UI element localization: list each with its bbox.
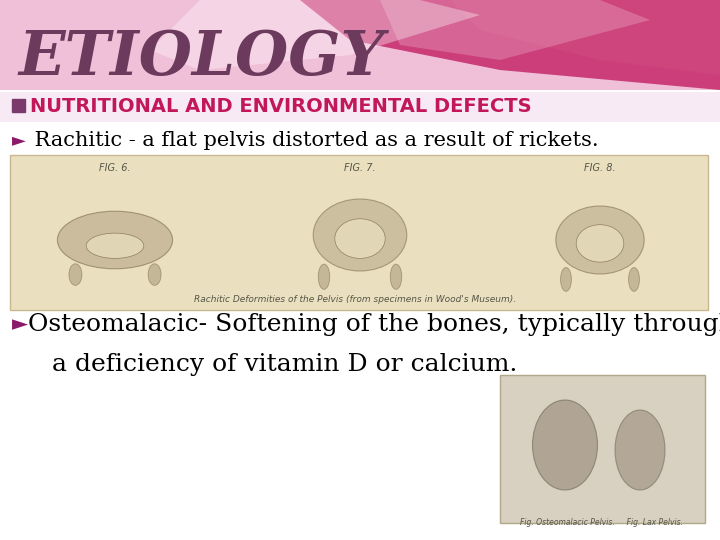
Ellipse shape bbox=[556, 206, 644, 274]
FancyBboxPatch shape bbox=[0, 92, 720, 122]
Text: Fig. Osteomalacic Pelvis.     Fig. Lax Pelvis.: Fig. Osteomalacic Pelvis. Fig. Lax Pelvi… bbox=[521, 518, 683, 527]
Ellipse shape bbox=[148, 264, 161, 285]
FancyBboxPatch shape bbox=[0, 0, 720, 90]
Ellipse shape bbox=[533, 400, 598, 490]
Ellipse shape bbox=[629, 267, 639, 292]
Polygon shape bbox=[150, 0, 480, 70]
Polygon shape bbox=[450, 0, 720, 75]
Text: Rachitic Deformities of the Pelvis (from specimens in Wood's Museum).: Rachitic Deformities of the Pelvis (from… bbox=[194, 295, 516, 304]
Polygon shape bbox=[300, 0, 720, 90]
Text: Rachitic - a flat pelvis distorted as a result of rickets.: Rachitic - a flat pelvis distorted as a … bbox=[28, 131, 598, 150]
Ellipse shape bbox=[615, 410, 665, 490]
Text: FIG. 7.: FIG. 7. bbox=[344, 163, 376, 173]
Text: NUTRITIONAL AND ENVIRONMENTAL DEFECTS: NUTRITIONAL AND ENVIRONMENTAL DEFECTS bbox=[30, 98, 531, 117]
Ellipse shape bbox=[318, 264, 330, 289]
Ellipse shape bbox=[86, 233, 144, 258]
Text: ►: ► bbox=[12, 131, 26, 149]
Ellipse shape bbox=[561, 267, 572, 292]
Text: FIG. 6.: FIG. 6. bbox=[99, 163, 131, 173]
Ellipse shape bbox=[69, 264, 82, 285]
Polygon shape bbox=[380, 0, 650, 60]
Text: ►: ► bbox=[12, 314, 28, 334]
Text: ETIOLOGY: ETIOLOGY bbox=[18, 28, 384, 88]
Ellipse shape bbox=[576, 225, 624, 262]
Text: a deficiency of vitamin D or calcium.: a deficiency of vitamin D or calcium. bbox=[28, 353, 518, 375]
Ellipse shape bbox=[58, 211, 173, 269]
Text: FIG. 8.: FIG. 8. bbox=[584, 163, 616, 173]
FancyBboxPatch shape bbox=[10, 155, 708, 310]
Text: Osteomalacic- Softening of the bones, typically through: Osteomalacic- Softening of the bones, ty… bbox=[28, 313, 720, 335]
Ellipse shape bbox=[335, 219, 385, 259]
Ellipse shape bbox=[313, 199, 407, 271]
FancyBboxPatch shape bbox=[500, 375, 705, 523]
FancyBboxPatch shape bbox=[12, 99, 25, 112]
Ellipse shape bbox=[390, 264, 402, 289]
